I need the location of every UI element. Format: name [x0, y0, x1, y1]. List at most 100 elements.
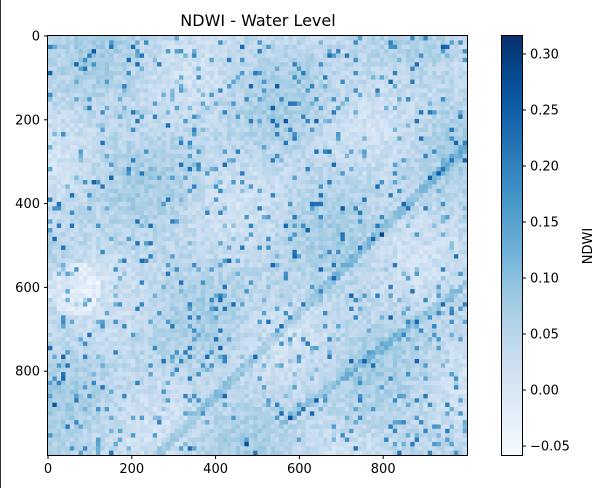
- heatmap-cell: [113, 88, 119, 94]
- heatmap-cell: [327, 79, 332, 85]
- heatmap-cell: [135, 53, 140, 59]
- heatmap-cell: [301, 145, 306, 150]
- heatmap-cell: [161, 228, 167, 233]
- heatmap-cell: [56, 153, 62, 159]
- heatmap-cell: [231, 184, 236, 190]
- heatmap-cell: [266, 66, 271, 72]
- heatmap-cell: [331, 75, 337, 80]
- heatmap-cell: [135, 153, 140, 159]
- heatmap-cell: [200, 36, 206, 41]
- heatmap-cell: [144, 245, 149, 251]
- heatmap-cell: [139, 166, 145, 172]
- heatmap-cell: [322, 75, 328, 80]
- heatmap-cell: [279, 114, 284, 120]
- heatmap-cell: [61, 127, 66, 133]
- heatmap-cell: [296, 101, 302, 107]
- heatmap-cell: [392, 258, 398, 264]
- heatmap-cell: [113, 158, 119, 163]
- heatmap-cell: [52, 171, 58, 176]
- heatmap-cell: [344, 228, 350, 233]
- heatmap-cell: [362, 206, 367, 211]
- heatmap-cell: [405, 36, 411, 41]
- heatmap-cell: [135, 180, 140, 185]
- heatmap-cell: [196, 62, 202, 67]
- heatmap-cell: [235, 206, 241, 211]
- heatmap-cell: [213, 79, 219, 85]
- heatmap-cell: [375, 114, 380, 120]
- heatmap-cell: [405, 149, 411, 155]
- heatmap-cell: [209, 228, 215, 233]
- heatmap-cell: [183, 123, 188, 128]
- heatmap-cell: [253, 223, 258, 229]
- heatmap-cell: [274, 232, 280, 238]
- heatmap-cell: [327, 219, 332, 224]
- heatmap-cell: [56, 57, 62, 63]
- heatmap-cell: [205, 162, 210, 168]
- heatmap-cell: [357, 101, 363, 107]
- heatmap-cell: [445, 162, 450, 168]
- heatmap-cell: [353, 245, 359, 251]
- heatmap-cell: [209, 44, 215, 50]
- heatmap-cell: [174, 171, 180, 176]
- heatmap-cell: [178, 101, 184, 107]
- heatmap-cell: [218, 236, 223, 242]
- heatmap-cell: [327, 132, 332, 137]
- heatmap-cell: [418, 70, 424, 76]
- heatmap-cell: [91, 258, 97, 264]
- heatmap-cell: [65, 153, 71, 159]
- heatmap-cell: [174, 223, 180, 229]
- heatmap-cell: [253, 123, 258, 128]
- heatmap-cell: [318, 140, 324, 146]
- heatmap-cell: [257, 57, 263, 63]
- heatmap-cell: [427, 66, 433, 72]
- heatmap-cell: [135, 110, 140, 115]
- heatmap-cell: [253, 249, 258, 255]
- heatmap-cell: [231, 127, 236, 133]
- heatmap-cell: [392, 70, 398, 76]
- heatmap-cell: [353, 175, 359, 181]
- heatmap-cell: [161, 188, 167, 194]
- heatmap-cell: [74, 171, 79, 176]
- heatmap-cell: [174, 132, 180, 137]
- heatmap-cell: [331, 40, 337, 46]
- heatmap-cell: [222, 57, 228, 63]
- heatmap-cell: [410, 236, 415, 242]
- heatmap-cell: [418, 236, 424, 242]
- heatmap-cell: [165, 66, 171, 72]
- heatmap-cell: [82, 254, 88, 259]
- heatmap-cell: [240, 44, 245, 50]
- heatmap-cell: [327, 206, 332, 211]
- heatmap-cell: [130, 249, 136, 255]
- heatmap-cell: [270, 232, 276, 238]
- heatmap-cell: [375, 180, 380, 185]
- heatmap-cell: [192, 219, 197, 224]
- heatmap-cell: [231, 188, 236, 194]
- heatmap-cell: [122, 180, 127, 185]
- heatmap-cell: [432, 210, 437, 216]
- heatmap-cell: [445, 105, 450, 111]
- heatmap-cell: [388, 123, 394, 128]
- heatmap-cell: [113, 166, 119, 172]
- heatmap-cell: [427, 149, 433, 155]
- heatmap-cell: [318, 258, 324, 264]
- heatmap-cell: [375, 201, 380, 207]
- heatmap-cell: [213, 210, 219, 216]
- heatmap-cell: [266, 219, 271, 224]
- heatmap-cell: [384, 206, 389, 211]
- heatmap-cell: [209, 110, 215, 115]
- heatmap-cell: [362, 228, 367, 233]
- heatmap-cell: [410, 127, 415, 133]
- heatmap-cell: [327, 62, 332, 67]
- heatmap-cell: [362, 210, 367, 216]
- heatmap-cell: [100, 254, 106, 259]
- heatmap-cell: [388, 49, 394, 54]
- heatmap-cell: [196, 149, 202, 155]
- heatmap-cell: [222, 153, 228, 159]
- heatmap-cell: [161, 136, 167, 142]
- heatmap-cell: [370, 158, 376, 163]
- heatmap-cell: [244, 158, 250, 163]
- heatmap-cell: [414, 258, 420, 264]
- heatmap-cell: [253, 153, 258, 159]
- heatmap-cell: [130, 171, 136, 176]
- heatmap-cell: [283, 232, 289, 238]
